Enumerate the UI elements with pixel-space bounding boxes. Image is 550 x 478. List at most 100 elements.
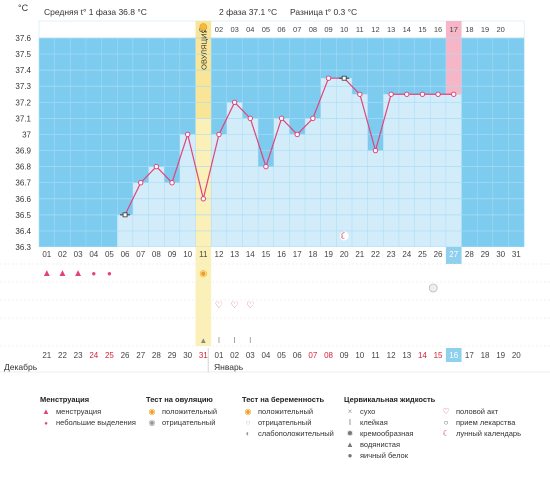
dry-icon: × [347, 407, 353, 416]
cycle-day-label: 01 [42, 250, 51, 259]
phase1-average: Средняя t° 1 фаза 36.8 °C [44, 7, 147, 17]
cervical-fluid-icon: I [218, 336, 220, 345]
menstruation-icon: ▲ [42, 268, 52, 279]
temperature-column [148, 166, 165, 247]
menstruation-icon: ● [91, 269, 96, 278]
temperature-chart: 37.6 37.5 37.4 37.3 37.2 37.1 37 36.9 36.8 36.7 36… [0, 20, 550, 373]
heart-icon: ♡ [246, 300, 254, 310]
temperature-column [414, 94, 431, 248]
lunar-bg [339, 231, 349, 241]
temperature-point [372, 147, 379, 154]
calendar-date-label: 12 [387, 351, 396, 360]
calendar-date-label: 30 [183, 351, 192, 360]
legend-title: Тест на овуляцию [146, 395, 213, 404]
cycle-day-label: 27 [449, 250, 458, 259]
temperature-point [184, 131, 191, 138]
temperature-point [404, 91, 410, 97]
temperature-point [153, 163, 160, 170]
temperature-line [124, 77, 454, 216]
cycle-day-label: 29 [481, 250, 490, 259]
calendar-date-label: 28 [152, 351, 161, 360]
cycle-day-label: 24 [402, 250, 411, 259]
temperature-point-excluded [122, 212, 128, 218]
temperature-column [289, 134, 306, 247]
calendar-date-label: 26 [121, 351, 130, 360]
top-day-label: 15 [418, 25, 426, 34]
calendar-date-label: 27 [136, 351, 145, 360]
month-january: Январь [214, 362, 244, 372]
calendar-date-label: 19 [496, 351, 505, 360]
top-day-label: 05 [262, 25, 270, 34]
legend-menstruation: Менструация ▲ менструация ● небольшие выде… [40, 394, 136, 428]
ovulation-test-positive-icon: ◉ [148, 407, 156, 416]
cycle-day-label: 10 [183, 250, 192, 259]
cycle-day-label: 16 [277, 250, 286, 259]
cycle-day-label: 06 [121, 250, 130, 259]
top-day-label: 19 [481, 25, 489, 34]
y-tick-label: 36.3 [15, 243, 31, 252]
calendar-date-label: 03 [246, 351, 255, 360]
y-tick-label: 36.5 [15, 211, 31, 220]
legend-title: Тест на беременность [242, 395, 325, 404]
cycle-day-label: 18 [308, 250, 317, 259]
y-tick-label: 37.5 [15, 50, 31, 59]
temperature-point-excluded [341, 75, 347, 81]
cycle-day-label: 26 [434, 250, 443, 259]
cycle-day-label: 04 [89, 250, 98, 259]
today-date-cell [445, 348, 462, 362]
calendar-date-label: 31 [199, 351, 208, 360]
top-day-label: 18 [465, 25, 473, 34]
menstruation-icon: ▲ [42, 407, 50, 416]
temperature-column [398, 94, 415, 248]
cycle-day-label: 31 [512, 250, 521, 259]
calendar-date-label: 23 [74, 351, 83, 360]
sticky-icon: I [348, 418, 352, 427]
menstruation-icon: ▲ [73, 268, 83, 279]
legend-title: Цервикальная жидкость [344, 395, 436, 404]
highlight-column [445, 21, 462, 95]
cycle-day-label: 03 [74, 250, 83, 259]
heart-icon: ♡ [231, 300, 239, 310]
calendar-date-label: 20 [512, 351, 521, 360]
temperature-column [430, 94, 446, 248]
cycle-day-label: 14 [246, 250, 255, 259]
spotting-icon: ● [44, 421, 48, 427]
legend-title: Менструация [40, 395, 90, 404]
legend-label: менструация [56, 407, 102, 416]
calendar-date-label: 09 [340, 351, 349, 360]
calendar-date-label: 04 [261, 351, 270, 360]
heart-icon: ♡ [442, 407, 450, 416]
ovulation-strip [195, 21, 212, 118]
ovulation-column-lower [195, 247, 212, 346]
calendar-date-label: 02 [230, 351, 239, 360]
temperature-point [357, 91, 363, 97]
temperature-point [294, 131, 300, 138]
temperature-point [388, 91, 394, 97]
temperature-column [336, 78, 352, 247]
temperature-column [226, 102, 243, 247]
legend-label: положительный [258, 407, 314, 416]
top-day-label: 13 [387, 25, 395, 34]
temperature-point [231, 99, 238, 106]
y-tick-label: 36.4 [15, 227, 31, 236]
temperature-column [211, 134, 227, 247]
temperature-point [216, 131, 222, 138]
calendar-date-label: 25 [105, 351, 114, 360]
legend-other: ♡ половой акт ○ прием лекарства ☾ лунный ка… [440, 406, 521, 439]
temperature-difference: Разница t° 0.3 °C [290, 7, 358, 17]
cycle-day-label: 25 [418, 250, 427, 259]
temperature-point [278, 115, 285, 122]
temperature-column [258, 166, 274, 247]
temperature-point [451, 91, 457, 97]
temperature-column [352, 94, 368, 248]
legend-label: водянистая [360, 440, 401, 449]
temperature-column [383, 94, 399, 248]
y-tick-label: 37 [22, 130, 31, 139]
calendar-date-label: 14 [418, 351, 427, 360]
temperature-point [435, 91, 441, 97]
egg-white-icon: ● [347, 451, 353, 460]
cycle-day-label: 19 [324, 250, 333, 259]
temperature-point [169, 179, 175, 186]
top-day-label: 07 [293, 25, 301, 34]
